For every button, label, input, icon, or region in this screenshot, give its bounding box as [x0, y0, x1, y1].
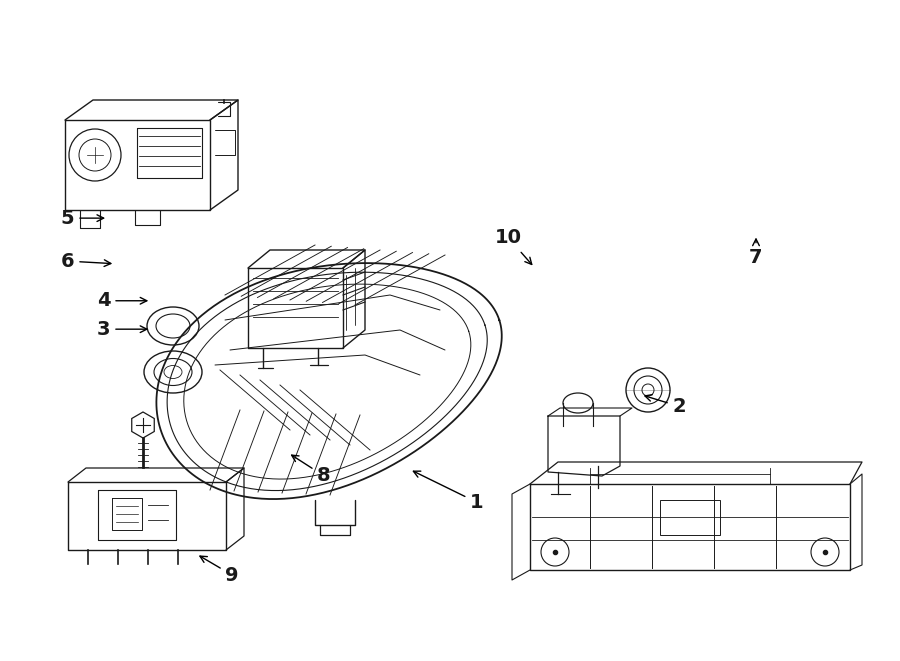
Text: 7: 7 — [749, 239, 763, 267]
Text: 6: 6 — [60, 252, 111, 270]
Text: 3: 3 — [97, 320, 147, 338]
Bar — [660, 500, 720, 535]
Text: 1: 1 — [413, 471, 484, 512]
Text: 5: 5 — [60, 209, 104, 227]
Text: 4: 4 — [96, 292, 147, 310]
Text: 9: 9 — [200, 556, 239, 584]
Text: 10: 10 — [495, 229, 532, 264]
Text: 8: 8 — [292, 455, 331, 485]
Text: 2: 2 — [645, 395, 687, 416]
